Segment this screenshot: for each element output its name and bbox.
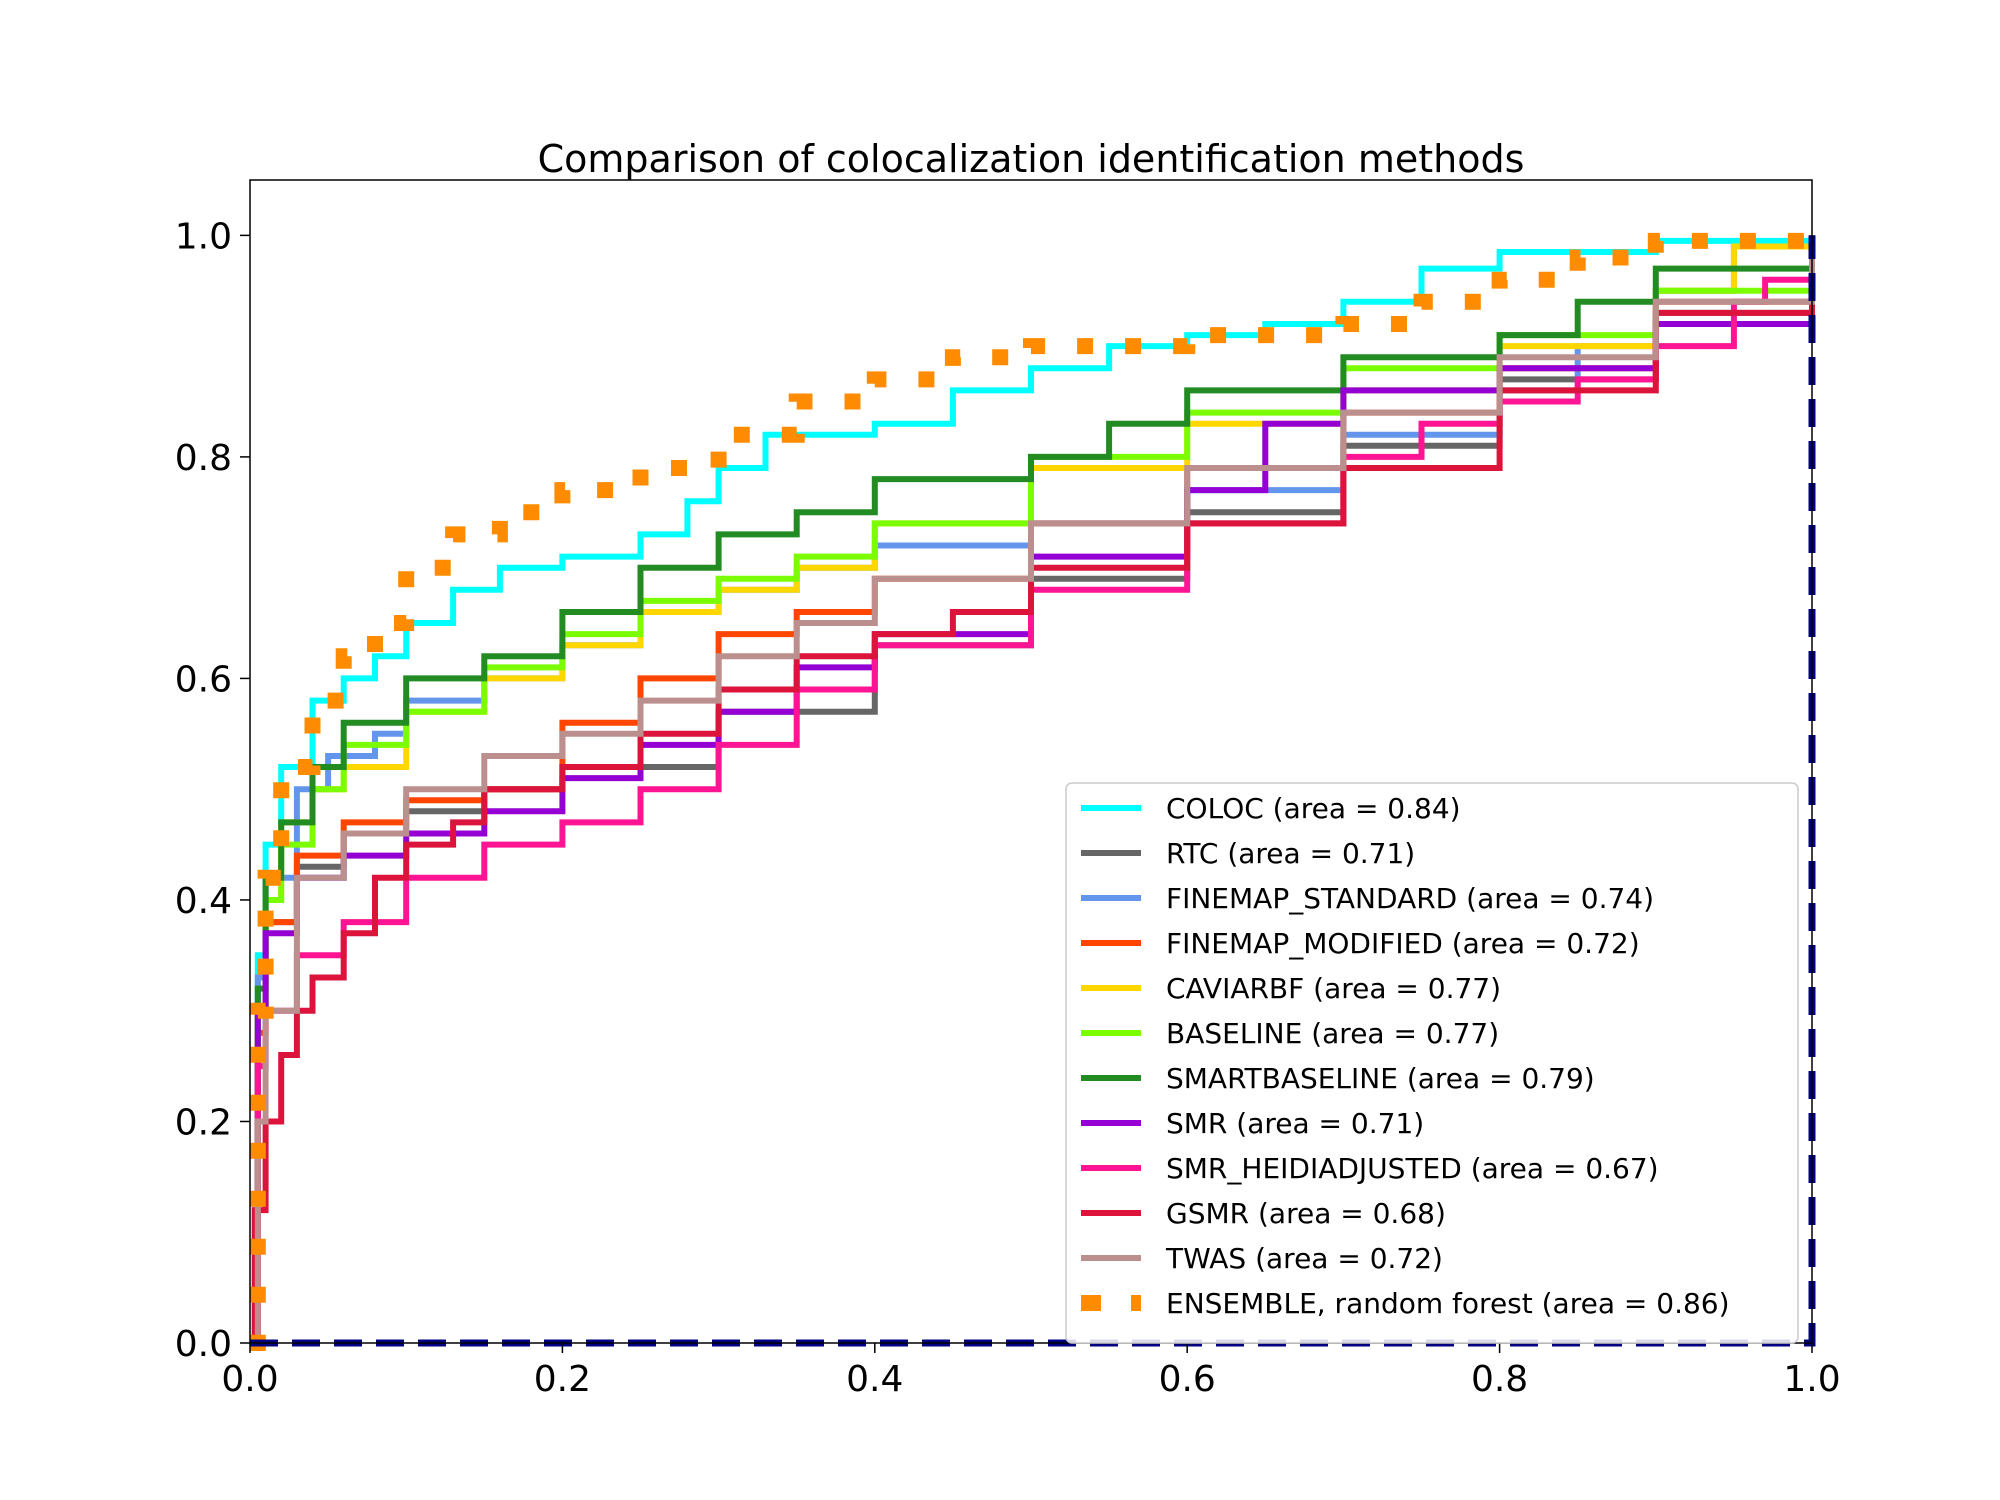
x-tick-label: 0.0 <box>221 1359 278 1400</box>
legend-label: RTC (area = 0.71) <box>1166 837 1415 870</box>
series-line-0 <box>250 235 1815 1346</box>
x-tick-label: 0.8 <box>1471 1359 1528 1400</box>
legend: COLOC (area = 0.84) RTC (area = 0.71) FINE… <box>1065 782 1799 1344</box>
legend-label: SMR_HEIDIADJUSTED (area = 0.67) <box>1166 1152 1659 1185</box>
y-tick-label: 1.0 <box>175 216 232 257</box>
legend-label: GSMR (area = 0.68) <box>1166 1197 1446 1230</box>
x-axis: 0.0 0.2 0.4 0.6 0.8 1.0 <box>221 1343 1841 1400</box>
y-tick-label: 0.8 <box>175 438 232 479</box>
series-line-6 <box>250 235 1815 1346</box>
y-tick-label: 0.6 <box>175 659 232 700</box>
legend-label: COLOC (area = 0.84) <box>1166 792 1461 825</box>
legend-box <box>1065 782 1799 1344</box>
legend-label: CAVIARBF (area = 0.77) <box>1166 972 1501 1005</box>
plot-frame <box>249 179 1813 1344</box>
legend-label: BASELINE (area = 0.77) <box>1166 1017 1499 1050</box>
x-tick-label: 0.6 <box>1159 1359 1216 1400</box>
y-tick-label: 0.2 <box>175 1102 232 1143</box>
x-tick-label: 0.2 <box>534 1359 591 1400</box>
y-tick-label: 0.4 <box>175 881 232 922</box>
x-tick-label: 0.4 <box>846 1359 903 1400</box>
legend-label: TWAS (area = 0.72) <box>1165 1242 1443 1275</box>
series-line-11 <box>249 232 1820 1351</box>
series-line-9 <box>250 235 1815 1346</box>
legend-label: SMR (area = 0.71) <box>1166 1107 1424 1140</box>
legend-label: FINEMAP_STANDARD (area = 0.74) <box>1166 882 1654 915</box>
y-axis: 0.0 0.2 0.4 0.6 0.8 1.0 <box>175 216 250 1365</box>
y-tick-label: 0.0 <box>175 1324 232 1365</box>
legend-label: SMARTBASELINE (area = 0.79) <box>1166 1062 1595 1095</box>
x-tick-label: 1.0 <box>1783 1359 1840 1400</box>
legend-label: ENSEMBLE, random forest (area = 0.86) <box>1166 1287 1730 1320</box>
series-line-10 <box>250 235 1815 1346</box>
legend-label: FINEMAP_MODIFIED (area = 0.72) <box>1166 927 1640 960</box>
chart-title: Comparison of colocalization identificat… <box>538 137 1525 181</box>
